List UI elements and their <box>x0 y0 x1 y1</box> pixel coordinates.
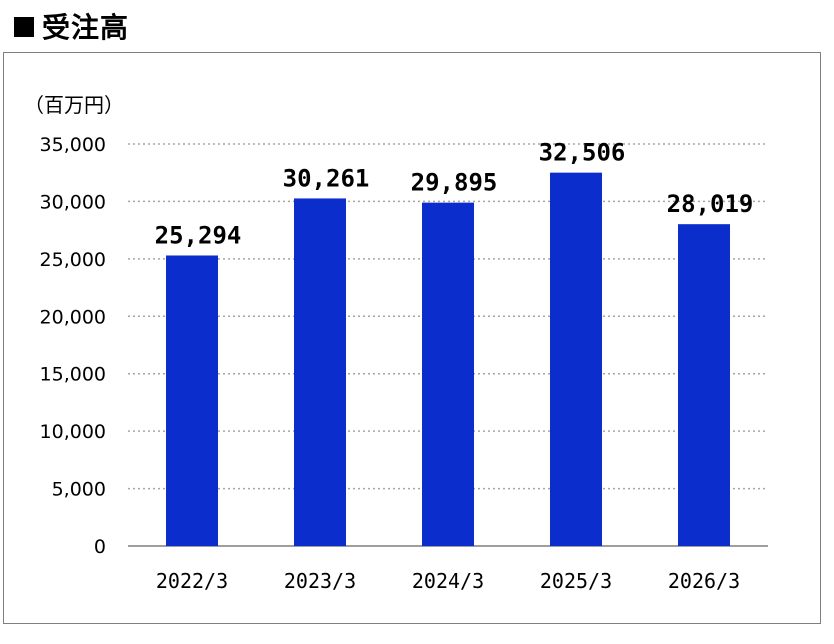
x-tick-label: 2026/3 <box>668 569 740 593</box>
data-label: 28,019 <box>667 190 754 218</box>
data-label: 25,294 <box>155 221 242 249</box>
y-tick-label: 15,000 <box>40 364 106 386</box>
chart-heading: 受注高 <box>14 6 129 46</box>
data-label: 29,895 <box>411 169 498 197</box>
x-tick-label: 2023/3 <box>284 569 356 593</box>
bar <box>678 224 730 547</box>
x-tick-label: 2025/3 <box>540 569 612 593</box>
chart-frame <box>3 52 821 624</box>
data-label: 32,506 <box>539 139 626 167</box>
bar <box>166 255 218 546</box>
y-tick-label: 5,000 <box>52 479 106 501</box>
x-tick-label: 2022/3 <box>156 569 228 593</box>
bar <box>550 172 602 546</box>
bar <box>422 202 474 546</box>
y-tick-label: 30,000 <box>40 191 106 213</box>
x-tick-label: 2024/3 <box>412 569 484 593</box>
y-unit-label: （百万円） <box>24 93 124 117</box>
y-tick-label: 25,000 <box>40 249 106 271</box>
data-label: 30,261 <box>283 164 370 192</box>
heading-square-bullet <box>14 17 34 37</box>
bar <box>294 198 346 547</box>
y-tick-label: 35,000 <box>40 134 106 156</box>
y-tick-label: 20,000 <box>40 306 106 328</box>
y-tick-label: 0 <box>94 536 106 558</box>
y-tick-label: 10,000 <box>40 421 106 443</box>
chart-title: 受注高 <box>42 11 130 44</box>
